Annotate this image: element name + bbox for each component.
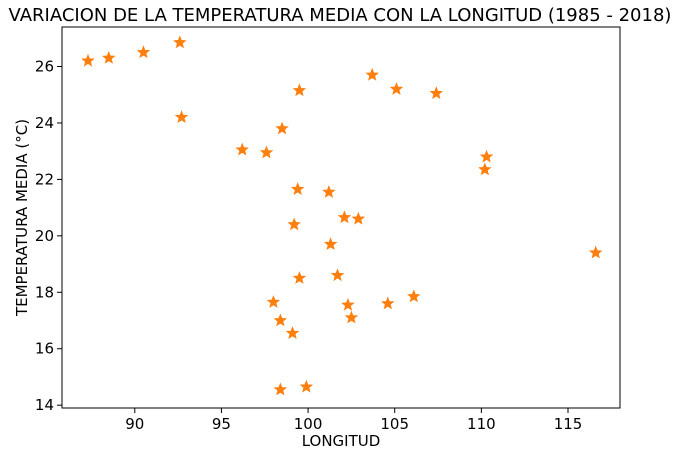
x-tick-label: 105 [380,415,409,433]
scatter-point [479,149,494,163]
x-axis-label: LONGITUD [302,432,381,450]
scatter-point [337,210,352,224]
y-tick-label: 22 [35,170,54,188]
x-axis-ticks: 90 95 100 105 110 115 [125,408,582,433]
scatter-point [365,67,379,81]
scatter-point [273,382,288,396]
scatter-point [389,81,404,95]
x-tick-label: 90 [125,415,144,433]
chart-title: VARIACION DE LA TEMPERATURA MEDIA CON LA… [9,5,672,26]
scatter-point [588,245,603,259]
scatter-point [173,35,187,49]
y-tick-label: 20 [35,227,54,245]
scatter-point [290,182,305,196]
scatter-point [322,185,336,198]
scatter-point [292,83,307,97]
y-tick-label: 14 [35,396,54,414]
x-tick-label: 100 [294,415,323,433]
y-axis-label: TEMPERATURA MEDIA (°C) [13,119,31,317]
scatter-point [102,50,116,64]
scatter-point [381,296,395,310]
scatter-point [235,142,249,156]
scatter-point [330,268,345,282]
y-tick-label: 16 [35,340,54,358]
scatter-point [174,110,189,124]
scatter-point [266,295,281,308]
scatter-point [275,121,289,135]
x-tick-label: 110 [467,415,496,433]
scatter-point [273,313,288,327]
scatter-point [344,310,359,324]
x-tick-label: 115 [554,415,583,433]
scatter-point [287,217,301,231]
scatter-point [323,237,338,251]
y-axis-ticks: 14 16 18 20 22 24 26 [35,58,62,414]
scatter-point [285,326,300,339]
y-tick-label: 26 [35,58,54,76]
y-tick-label: 24 [35,114,54,132]
scatter-point [407,289,421,303]
scatter-point [341,297,355,311]
y-tick-label: 18 [35,283,54,301]
x-tick-label: 95 [212,415,231,433]
scatter-point [429,86,444,100]
scatter-point [81,53,95,67]
scatter-point [478,162,492,176]
scatter-point [292,271,307,284]
scatter-point [351,211,366,225]
scatter-point [299,379,314,393]
scatter-point [259,145,274,159]
scatter-point [136,45,151,59]
data-points [81,35,603,396]
